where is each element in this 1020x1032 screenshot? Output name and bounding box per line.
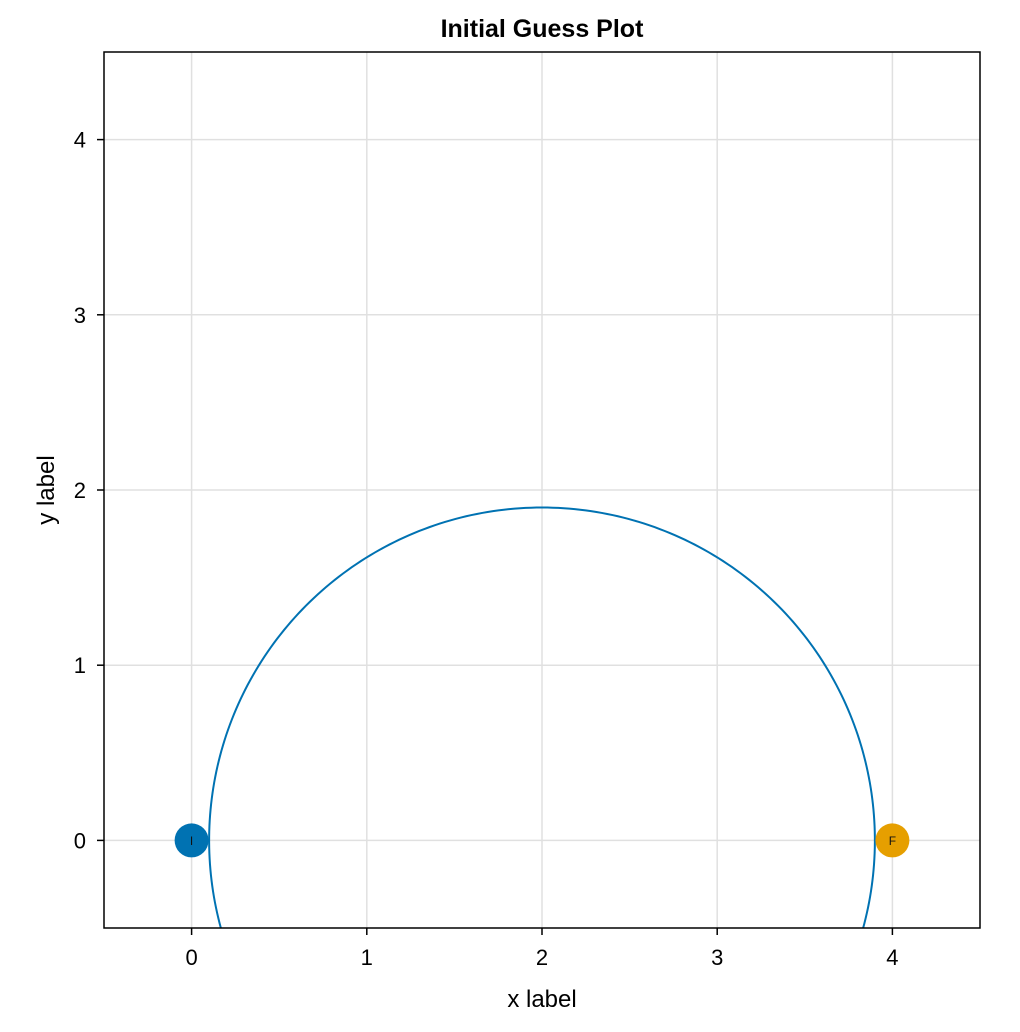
y-tick-label: 3 — [74, 303, 86, 328]
circle-arc-line — [208, 506, 876, 928]
x-tick-label: 4 — [886, 945, 898, 970]
x-tick-label: 2 — [536, 945, 548, 970]
y-tick-label: 0 — [74, 828, 86, 853]
x-tick-label: 0 — [185, 945, 197, 970]
x-axis-label: x label — [507, 986, 576, 1013]
y-tick-label: 4 — [74, 128, 86, 153]
y-tick-label: 2 — [74, 478, 86, 503]
series-layer — [208, 506, 876, 928]
grid — [104, 52, 980, 928]
x-tick-label: 1 — [361, 945, 373, 970]
y-axis-label: y label — [33, 455, 60, 524]
marker-label: I — [190, 834, 193, 848]
x-tick-label: 3 — [711, 945, 723, 970]
y-tick-label: 1 — [74, 653, 86, 678]
ticks: 0 1 2 3 4 0 1 2 3 4 — [74, 128, 899, 970]
marker-label: F — [889, 834, 896, 848]
chart-title: Initial Guess Plot — [441, 15, 644, 43]
marker-point-f — [875, 823, 910, 858]
marker-point-i — [174, 823, 209, 858]
